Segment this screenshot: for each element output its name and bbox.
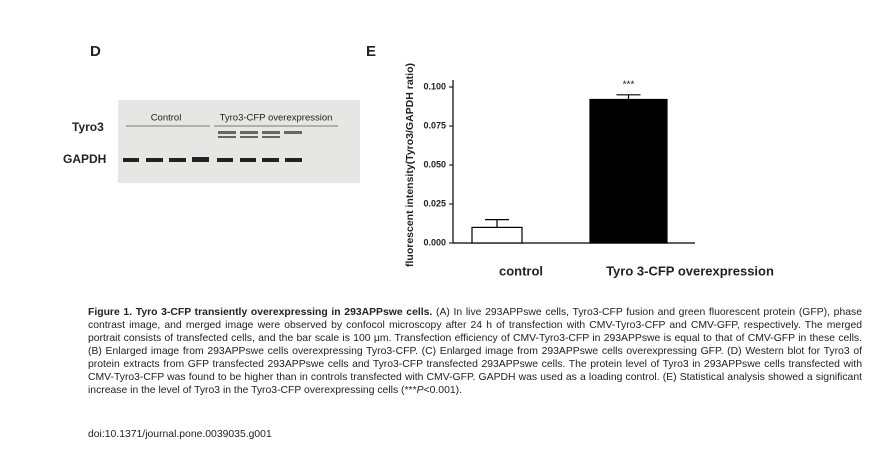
- y-tick-label: 0.000: [423, 237, 446, 247]
- y-tick-label: 0.100: [423, 81, 446, 91]
- annotation: ***: [623, 79, 635, 90]
- y-tick-label: 0.050: [423, 159, 446, 169]
- bands: [218, 131, 302, 138]
- x-tick-label: Tyro 3-CFP overexpression: [606, 263, 774, 278]
- panel-label: E: [366, 43, 376, 60]
- bands: [123, 157, 302, 162]
- lane-group-label: Control: [151, 113, 182, 124]
- caption-body: (A) In live 293APPswe cells, Tyro3-CFP f…: [88, 307, 862, 396]
- caption-italic: P: [416, 385, 424, 396]
- figure: D Control Tyro3-CFP overexpression Tyro3…: [63, 43, 774, 278]
- x-tick-label: control: [499, 263, 543, 278]
- row-label: Tyro3: [72, 120, 104, 134]
- bar: [471, 226, 523, 244]
- caption-title: Figure 1. Tyro 3-CFP transiently overexp…: [88, 307, 433, 318]
- caption-end: <0.001).: [423, 385, 462, 396]
- y-axis-label: fluorescent intensity(Tyro3/GAPDH ratio): [404, 63, 416, 267]
- bar: [589, 98, 668, 244]
- lane-group-label: Tyro3-CFP overexpression: [220, 113, 333, 124]
- y-tick-label: 0.075: [423, 120, 446, 130]
- y-tick-label: 0.025: [423, 198, 446, 208]
- blot-image: [118, 100, 360, 183]
- caption: Figure 1. Tyro 3-CFP transiently overexp…: [88, 306, 862, 397]
- doi: doi:10.1371/journal.pone.0039035.g001: [88, 429, 272, 440]
- panel-label: D: [90, 43, 101, 60]
- row-label: GAPDH: [63, 152, 106, 166]
